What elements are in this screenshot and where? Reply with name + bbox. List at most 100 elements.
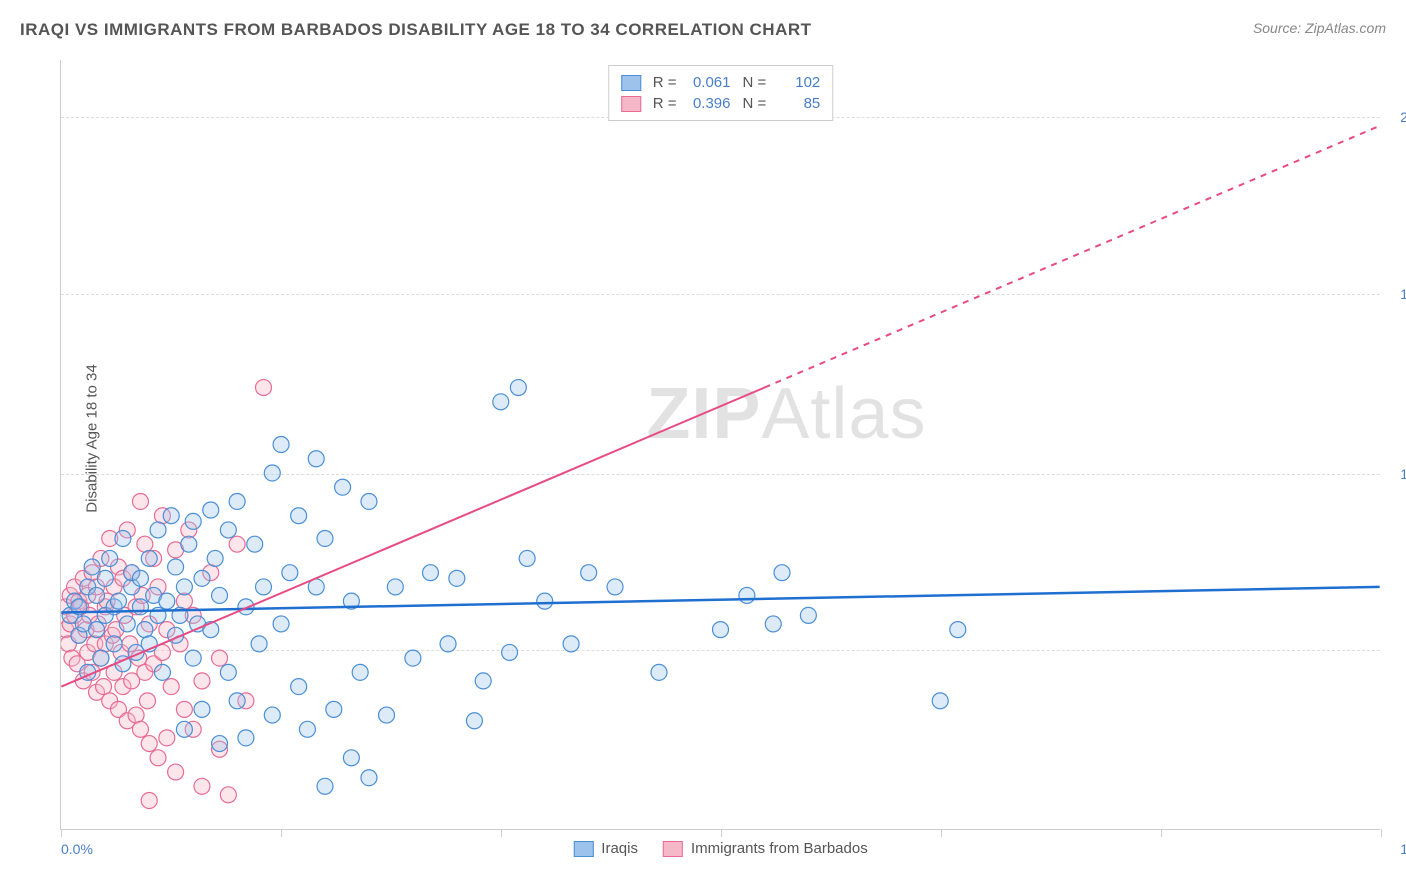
- data-point: [176, 721, 192, 737]
- legend-row-series1: R = 0.061 N = 102: [621, 72, 821, 93]
- data-point: [150, 750, 166, 766]
- data-point: [106, 636, 122, 652]
- y-tick-label: 12.5%: [1385, 466, 1406, 482]
- data-point: [110, 593, 126, 609]
- legend-swatch-pink: [621, 96, 641, 112]
- y-tick-label: 6.3%: [1385, 642, 1406, 658]
- x-axis-min-label: 0.0%: [61, 841, 93, 857]
- chart-header: IRAQI VS IMMIGRANTS FROM BARBADOS DISABI…: [20, 20, 1386, 50]
- data-point: [563, 636, 579, 652]
- legend-label-2: Immigrants from Barbados: [691, 840, 868, 857]
- data-point: [405, 650, 421, 666]
- y-tick-label: 18.8%: [1385, 286, 1406, 302]
- data-point: [119, 616, 135, 632]
- data-point: [132, 570, 148, 586]
- data-point: [163, 508, 179, 524]
- legend-swatch-pink: [663, 841, 683, 857]
- data-point: [800, 607, 816, 623]
- data-point: [493, 394, 509, 410]
- data-point: [96, 679, 112, 695]
- data-point: [159, 593, 175, 609]
- x-tick: [281, 829, 282, 837]
- chart-title: IRAQI VS IMMIGRANTS FROM BARBADOS DISABI…: [20, 20, 812, 40]
- data-point: [440, 636, 456, 652]
- r-label: R =: [653, 95, 677, 112]
- data-point: [449, 570, 465, 586]
- data-point: [93, 650, 109, 666]
- legend-item-iraqis: Iraqis: [573, 840, 638, 857]
- data-point: [651, 664, 667, 680]
- data-point: [299, 721, 315, 737]
- data-point: [203, 502, 219, 518]
- data-point: [212, 650, 228, 666]
- data-point: [343, 750, 359, 766]
- data-point: [475, 673, 491, 689]
- data-point: [194, 778, 210, 794]
- legend-label-1: Iraqis: [601, 840, 638, 857]
- n-value-2: 85: [778, 95, 820, 112]
- data-point: [181, 536, 197, 552]
- data-point: [379, 707, 395, 723]
- data-point: [713, 622, 729, 638]
- data-point: [207, 550, 223, 566]
- data-point: [194, 570, 210, 586]
- data-point: [137, 622, 153, 638]
- data-point: [510, 380, 526, 396]
- x-tick: [721, 829, 722, 837]
- data-point: [537, 593, 553, 609]
- data-point: [89, 622, 105, 638]
- data-point: [251, 636, 267, 652]
- data-point: [317, 778, 333, 794]
- data-point: [150, 522, 166, 538]
- data-point: [607, 579, 623, 595]
- data-point: [361, 493, 377, 509]
- n-label: N =: [743, 95, 767, 112]
- data-point: [220, 787, 236, 803]
- n-label: N =: [743, 74, 767, 91]
- data-point: [291, 679, 307, 695]
- data-point: [212, 736, 228, 752]
- data-point: [220, 522, 236, 538]
- data-point: [308, 451, 324, 467]
- y-tick-label: 25.0%: [1385, 109, 1406, 125]
- data-point: [361, 770, 377, 786]
- data-point: [212, 587, 228, 603]
- data-point: [256, 380, 272, 396]
- data-point: [317, 530, 333, 546]
- data-point: [229, 693, 245, 709]
- data-point: [141, 793, 157, 809]
- data-point: [247, 536, 263, 552]
- r-value-2: 0.396: [689, 95, 731, 112]
- data-point: [519, 550, 535, 566]
- data-point: [115, 530, 131, 546]
- data-point: [765, 616, 781, 632]
- data-point: [352, 664, 368, 680]
- data-point: [932, 693, 948, 709]
- scatter-svg: [61, 60, 1380, 829]
- data-point: [273, 616, 289, 632]
- data-point: [132, 721, 148, 737]
- data-point: [774, 565, 790, 581]
- x-tick: [1381, 829, 1382, 837]
- legend-swatch-blue: [573, 841, 593, 857]
- plot-area: ZIPAtlas R = 0.061 N = 102 R = 0.396 N =…: [60, 60, 1380, 830]
- data-point: [102, 550, 118, 566]
- data-point: [84, 559, 100, 575]
- data-point: [581, 565, 597, 581]
- data-point: [256, 579, 272, 595]
- data-point: [387, 579, 403, 595]
- data-point: [185, 513, 201, 529]
- data-point: [466, 713, 482, 729]
- data-point: [132, 493, 148, 509]
- data-point: [176, 701, 192, 717]
- data-point: [176, 593, 192, 609]
- data-point: [264, 707, 280, 723]
- legend-swatch-blue: [621, 75, 641, 91]
- correlation-legend: R = 0.061 N = 102 R = 0.396 N = 85: [608, 65, 834, 121]
- data-point: [739, 587, 755, 603]
- data-point: [141, 736, 157, 752]
- data-point: [137, 536, 153, 552]
- x-axis-max-label: 15.0%: [1400, 841, 1406, 857]
- data-point: [132, 599, 148, 615]
- data-point: [97, 570, 113, 586]
